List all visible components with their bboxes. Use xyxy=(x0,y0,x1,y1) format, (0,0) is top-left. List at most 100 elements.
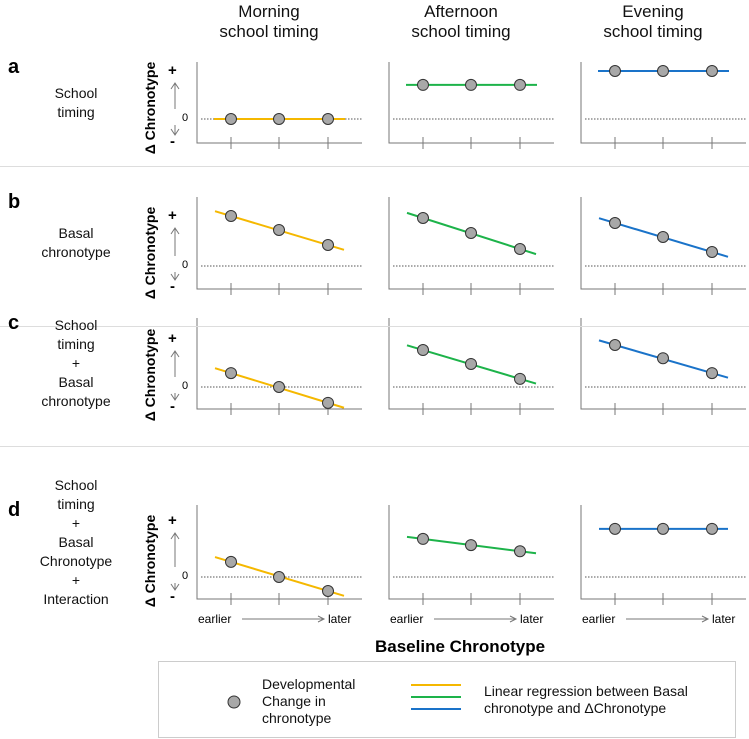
row-label: School timing xyxy=(16,84,136,122)
y-direction-arrows xyxy=(170,82,180,136)
row-label-line: Basal xyxy=(58,533,94,550)
data-point xyxy=(465,357,477,370)
row-label-line: School xyxy=(54,84,98,101)
row-label-line: Basal xyxy=(58,225,94,241)
column-header-line: school timing xyxy=(411,22,511,41)
y-axis-title: Δ Chronotype xyxy=(142,61,158,155)
data-point xyxy=(706,367,718,380)
data-point xyxy=(465,227,477,239)
data-point xyxy=(609,65,621,77)
row-label-line: + xyxy=(71,514,81,531)
data-point xyxy=(322,239,334,251)
data-point xyxy=(609,217,621,229)
panel-letter: d xyxy=(8,499,21,521)
y-plus-sign: + xyxy=(168,207,177,224)
y-axis-title: Δ Chronotype xyxy=(142,328,158,421)
data-point xyxy=(225,113,237,125)
data-point xyxy=(417,344,429,357)
column-header-line: Afternoon xyxy=(424,2,498,21)
data-point xyxy=(514,78,526,91)
y-direction-arrows xyxy=(170,350,180,401)
panel-axes xyxy=(580,505,746,600)
y-zero-label: 0 xyxy=(182,112,189,124)
data-point xyxy=(273,381,285,393)
row-label: Basal chronotype xyxy=(16,224,136,262)
panel-axes xyxy=(388,505,554,600)
data-point xyxy=(322,396,334,409)
panel-axes xyxy=(196,505,362,600)
column-header-afternoon: Afternoon school timing xyxy=(371,2,551,42)
row-label-line: timing xyxy=(57,495,95,512)
y-axis-title: Δ Chronotype xyxy=(142,514,158,607)
data-point xyxy=(706,522,718,535)
legend-text: chronotype and ΔChronotype xyxy=(484,700,667,716)
y-minus-sign: - xyxy=(170,398,175,415)
panel-letter: b xyxy=(8,191,21,213)
row-separator xyxy=(0,446,749,447)
row-label-line: + xyxy=(71,571,81,588)
data-point xyxy=(514,243,526,255)
y-plus-sign: + xyxy=(168,62,177,79)
y-minus-sign: - xyxy=(170,133,175,150)
legend: Developmental Change in chronotype Linea… xyxy=(158,661,736,738)
x-direction-arrow xyxy=(434,615,518,623)
panel-axes xyxy=(388,318,554,410)
panel-axes xyxy=(388,197,554,290)
row-label-line: + xyxy=(71,355,81,371)
legend-text: Linear regression between Basal xyxy=(484,683,688,699)
legend-text: chronotype xyxy=(262,710,332,726)
panel-axes xyxy=(196,62,362,144)
panel-axes xyxy=(580,318,746,410)
row-label-line: timing xyxy=(57,336,95,352)
row-label-line: Basal xyxy=(58,374,94,390)
row-label-line: chronotype xyxy=(41,393,111,409)
panel-axes xyxy=(580,62,746,144)
legend-text: Developmental xyxy=(262,676,356,692)
row-label-line: School xyxy=(54,317,98,333)
data-point xyxy=(706,65,718,77)
row-separator xyxy=(0,326,749,327)
row-label-line: timing xyxy=(57,103,95,120)
column-header-morning: Morning school timing xyxy=(179,2,359,42)
data-point xyxy=(657,65,669,77)
x-label-earlier: earlier xyxy=(582,612,616,626)
panel-axes xyxy=(196,197,362,290)
column-header-line: school timing xyxy=(219,22,319,41)
x-axis-title: Baseline Chronotype xyxy=(375,637,546,656)
panel-letter: c xyxy=(8,312,20,334)
row-label: School timing + Basal Chronotype + Interaction xyxy=(16,476,136,609)
x-label-later: later xyxy=(712,612,736,626)
column-header-line: Morning xyxy=(238,2,300,21)
legend-line-label: Linear regression between Basal chronoty… xyxy=(484,683,688,717)
data-point xyxy=(273,571,285,583)
row-label-line: Chronotype xyxy=(39,552,113,569)
data-point xyxy=(465,539,477,552)
y-zero-label: 0 xyxy=(182,259,189,271)
x-direction-arrow xyxy=(242,615,326,623)
y-minus-sign: - xyxy=(170,278,175,295)
data-point xyxy=(465,78,477,91)
x-direction-arrow xyxy=(626,615,710,623)
x-label-earlier: earlier xyxy=(390,612,424,626)
data-point xyxy=(657,522,669,535)
panel-axes xyxy=(580,197,746,290)
y-direction-arrows xyxy=(170,227,180,281)
panel-letter: a xyxy=(8,56,20,78)
data-point xyxy=(225,210,237,222)
column-header-evening: Evening school timing xyxy=(563,2,743,42)
legend-point-label: Developmental Change in chronotype xyxy=(262,676,355,727)
y-zero-label: 0 xyxy=(182,570,189,582)
data-point xyxy=(609,339,621,351)
x-label-later: later xyxy=(520,612,544,626)
y-axis-title: Δ Chronotype xyxy=(142,206,158,300)
column-header-line: Evening xyxy=(622,2,684,21)
y-direction-arrows xyxy=(170,532,180,591)
row-label-line: chronotype xyxy=(41,244,111,260)
row-label: School timing + Basal chronotype xyxy=(16,316,136,411)
legend-text: Change in xyxy=(262,693,326,709)
data-point xyxy=(225,367,237,380)
data-point xyxy=(657,352,669,365)
data-point xyxy=(417,212,429,224)
